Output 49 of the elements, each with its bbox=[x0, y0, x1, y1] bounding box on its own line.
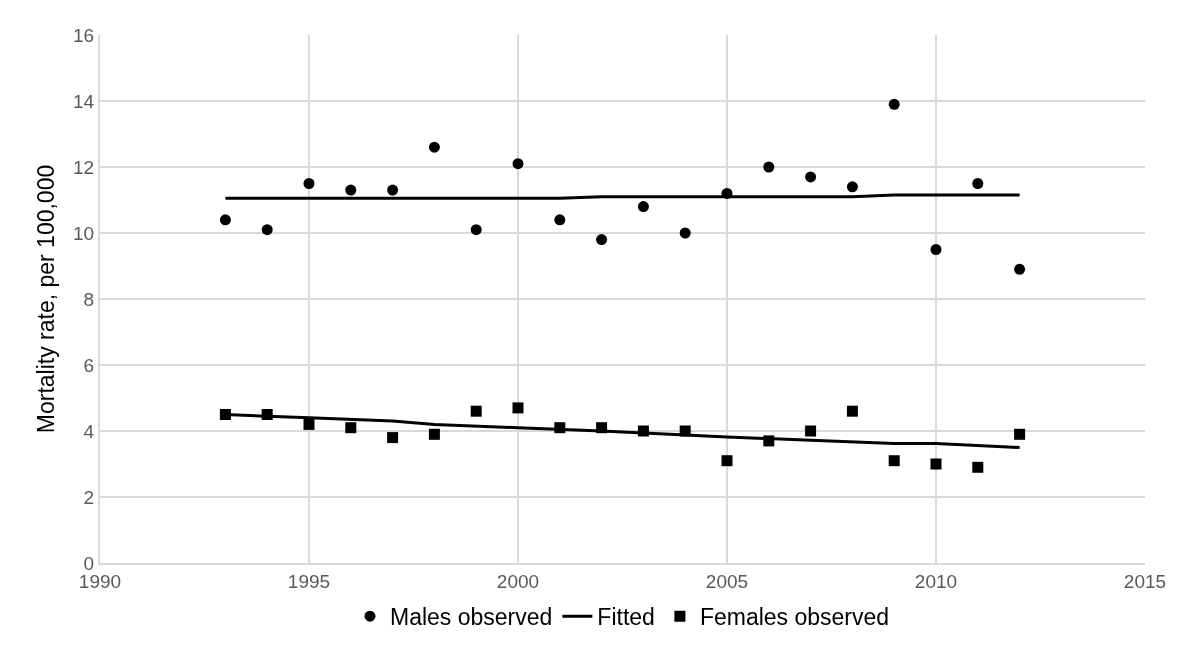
point bbox=[387, 432, 399, 444]
point bbox=[512, 158, 524, 170]
y-tick-label: 10 bbox=[73, 222, 95, 244]
point bbox=[846, 405, 858, 417]
point bbox=[470, 224, 482, 236]
point bbox=[219, 214, 231, 226]
point bbox=[387, 184, 399, 196]
x-tick-label: 2010 bbox=[914, 570, 958, 592]
legend-label: Males observed bbox=[390, 604, 553, 631]
point bbox=[930, 458, 942, 470]
point bbox=[596, 234, 608, 246]
legend-label: Females observed bbox=[699, 604, 890, 631]
point bbox=[888, 98, 900, 110]
y-axis-title: Mortality rate, per 100,000 bbox=[33, 164, 60, 434]
point bbox=[972, 178, 984, 189]
x-tick-label: 1995 bbox=[287, 570, 331, 592]
y-tick-label: 6 bbox=[83, 354, 95, 376]
point bbox=[679, 227, 691, 239]
point bbox=[763, 161, 775, 173]
x-tick-label: 2005 bbox=[705, 570, 749, 592]
point bbox=[303, 418, 315, 430]
point bbox=[554, 214, 566, 226]
point bbox=[805, 425, 817, 437]
y-tick-label: 8 bbox=[83, 288, 95, 310]
point bbox=[637, 201, 649, 213]
point bbox=[721, 455, 733, 467]
y-tick-label: 14 bbox=[73, 90, 95, 112]
point bbox=[512, 402, 524, 414]
point bbox=[1014, 428, 1026, 440]
y-tick-label: 12 bbox=[73, 156, 95, 178]
point bbox=[972, 461, 984, 473]
y-tick-label: 4 bbox=[83, 420, 95, 442]
point bbox=[805, 171, 817, 183]
point bbox=[345, 184, 357, 196]
point bbox=[846, 181, 858, 193]
point bbox=[930, 244, 942, 255]
x-tick-label: 2000 bbox=[496, 570, 540, 592]
legend-label: Fitted bbox=[597, 604, 655, 631]
y-tick-label: 16 bbox=[73, 24, 95, 46]
x-tick-label: 2015 bbox=[1123, 570, 1167, 592]
point bbox=[428, 428, 440, 440]
point bbox=[303, 178, 315, 189]
y-tick-label: 2 bbox=[83, 486, 95, 508]
point bbox=[261, 224, 273, 236]
point bbox=[470, 405, 482, 417]
point bbox=[345, 422, 357, 434]
point bbox=[888, 455, 900, 467]
point bbox=[1014, 263, 1026, 275]
point bbox=[428, 141, 440, 153]
